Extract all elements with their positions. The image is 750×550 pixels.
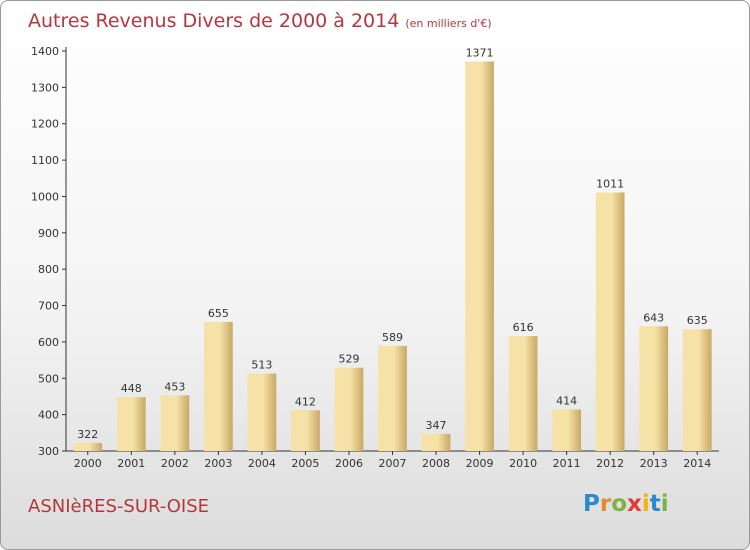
data-label: 347	[426, 419, 447, 432]
logo-letter: P	[583, 491, 600, 517]
y-tick-label: 1200	[31, 118, 59, 131]
data-label: 616	[513, 321, 534, 334]
data-label: 655	[208, 307, 229, 320]
data-label: 635	[687, 314, 708, 327]
y-tick-label: 400	[38, 409, 59, 422]
y-tick-label: 1300	[31, 81, 59, 94]
data-label: 513	[251, 359, 272, 372]
bar-2001	[116, 397, 146, 451]
data-label: 1371	[466, 47, 494, 60]
logo-letter: i	[641, 491, 650, 517]
x-tick-label: 2014	[683, 457, 711, 470]
x-tick-label: 2000	[74, 457, 102, 470]
data-label: 453	[164, 380, 185, 393]
y-axis: 300 400 500 600 700 800 900 1000 1100 1200 1300 140…	[31, 45, 67, 458]
y-tick-label: 600	[38, 336, 59, 349]
x-tick-label: 2008	[422, 457, 450, 470]
x-tick-label: 2012	[596, 457, 624, 470]
bar-2004	[247, 373, 277, 451]
bar-2011	[552, 409, 581, 451]
title-unit: (en milliers d'€)	[405, 17, 492, 30]
data-labels: 322 448 453 655 513 412 529 589 347 1371 616 414 101…	[77, 47, 707, 441]
y-tick-label: 800	[38, 263, 59, 276]
bars	[73, 61, 712, 452]
x-tick-label: 2003	[204, 457, 232, 470]
x-tick-label: 2011	[553, 457, 581, 470]
bar-2000	[73, 443, 103, 451]
data-label: 643	[643, 311, 664, 324]
data-label: 412	[295, 395, 316, 408]
logo-letter: t	[649, 491, 661, 517]
y-tick-label: 500	[38, 372, 59, 385]
bar-2005	[291, 410, 320, 451]
data-label: 529	[338, 353, 359, 366]
y-tick-label: 1000	[31, 190, 59, 203]
x-tick-label: 2005	[291, 457, 319, 470]
x-tick-label: 2002	[161, 457, 189, 470]
x-tick-label: 2006	[335, 457, 363, 470]
y-tick-label: 900	[38, 227, 59, 240]
logo-letter: r	[599, 491, 612, 517]
x-tick-label: 2013	[640, 457, 668, 470]
x-tick-label: 2010	[509, 457, 537, 470]
chart-title: Autres Revenus Divers de 2000 à 2014 (en …	[28, 10, 492, 32]
city-name: ASNIèRES-SUR-OISE	[28, 496, 210, 517]
y-tick-label: 300	[38, 445, 59, 458]
logo-letter: o	[611, 491, 628, 517]
logo-letter: i	[660, 491, 669, 517]
data-label: 1011	[596, 177, 624, 190]
bar-2006	[334, 367, 364, 451]
bar-2003	[204, 321, 233, 451]
logo-letter: x	[627, 491, 642, 517]
bar-2013	[639, 326, 669, 451]
data-label: 589	[382, 331, 403, 344]
bar-2012	[595, 192, 625, 452]
bar-2008	[421, 433, 451, 451]
x-tick-label: 2001	[117, 457, 145, 470]
x-tick-label: 2004	[248, 457, 276, 470]
title-text: Autres Revenus Divers de 2000 à 2014	[28, 10, 400, 32]
proxiti-logo: Proxiti	[583, 491, 669, 517]
bar-2007	[378, 345, 407, 451]
x-tick-label: 2007	[379, 457, 407, 470]
data-label: 448	[121, 382, 142, 395]
bar-2014	[682, 329, 712, 451]
y-tick-label: 700	[38, 300, 59, 313]
bar-2010	[508, 336, 538, 451]
data-label: 322	[77, 428, 98, 441]
x-axis: 2000 2001 2002 2003 2004 2005 2006 2007 2008 2009…	[66, 450, 719, 470]
data-label: 414	[556, 395, 577, 408]
y-tick-label: 1400	[31, 45, 59, 58]
bar-2009	[465, 61, 494, 451]
y-tick-label: 1100	[31, 154, 59, 167]
bar-2002	[160, 395, 190, 451]
x-tick-label: 2009	[466, 457, 494, 470]
